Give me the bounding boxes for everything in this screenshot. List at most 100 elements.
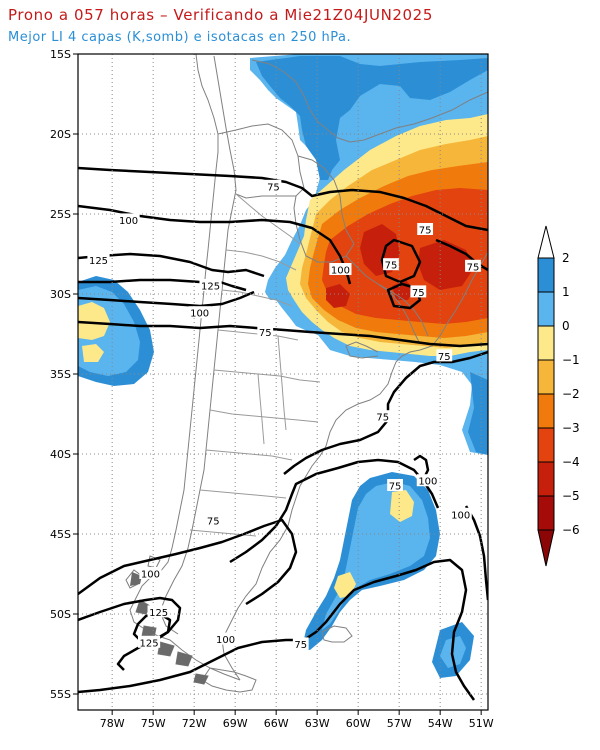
- colorbar-bin-0-1: [537, 291, 555, 327]
- rio-de-la-plata: [345, 341, 379, 359]
- isotach-label-bg: [436, 349, 453, 362]
- isotach-label: 75: [438, 352, 451, 363]
- tierra-del-fuego: [201, 667, 257, 693]
- malvinas-islands: [321, 625, 353, 643]
- colorbar-bin-m2-m1: [537, 359, 555, 395]
- colorbar-bottom-arrow: [537, 529, 555, 567]
- lat-tick-label: 30S: [50, 288, 71, 301]
- lat-tick-label: 20S: [50, 128, 71, 141]
- lon-tick-label: 54W: [428, 717, 453, 730]
- isotach-label-bg: [137, 635, 161, 648]
- colorbar-label: −1: [562, 353, 580, 367]
- isotach-label: 100: [190, 309, 209, 320]
- axis-ticks: 78W 75W 72W 69W 66W 63W 60W 57W 54W 51W 15S 20S 25S 3…: [50, 48, 494, 730]
- isotach-label-bg: [374, 410, 391, 423]
- colorbar-bin-m3-m2: [537, 393, 555, 429]
- isotach-label: 100: [451, 510, 470, 521]
- isotach-label: 100: [141, 570, 160, 581]
- bolivia-border: [217, 123, 305, 199]
- li-field-south-yellow: [390, 490, 414, 522]
- isotach-label-bg: [410, 285, 427, 298]
- plot-frame: [77, 53, 489, 711]
- isotach-label-bg: [205, 514, 222, 527]
- colorbar-bin-m6-m5: [537, 495, 555, 531]
- isotach-75-ring-a: [380, 238, 422, 284]
- isotach-label: 100: [418, 477, 437, 488]
- li-shading: [78, 54, 488, 678]
- colorbar-label: −6: [562, 523, 580, 537]
- isotach-label: 75: [385, 261, 398, 272]
- isotach-100-far-south: [78, 558, 476, 701]
- isotach-label: 125: [140, 638, 159, 649]
- isotach-100-east: [464, 505, 488, 601]
- isotach-label-bg: [257, 325, 274, 338]
- isotach-label-bg: [416, 474, 439, 487]
- isotach-label: 125: [149, 608, 168, 619]
- isotach-label: 75: [412, 288, 425, 299]
- plot-area: 75 100 125 125 100 75 100 75 75 75 75 75 75 100 75 100 7…: [78, 54, 488, 710]
- lon-tick-label: 78W: [100, 717, 125, 730]
- map-subtitle: Mejor LI 4 capas (K,somb) e isotacas en …: [8, 30, 352, 45]
- lon-tick-label: 72W: [182, 717, 207, 730]
- isotach-label-bg: [417, 223, 434, 235]
- isotach-label: 75: [267, 182, 280, 193]
- colorbar-bin-m5-m4: [537, 461, 555, 497]
- colorbar-bin-m4-m3: [537, 427, 555, 463]
- colorbar-label: 1: [562, 285, 570, 299]
- li-field-southeast-dark-blue: [468, 372, 488, 455]
- li-field-dark-red-c: [326, 284, 350, 308]
- lon-tick-label: 69W: [223, 717, 248, 730]
- lat-tick-label: 40S: [50, 448, 71, 461]
- isotach-label: 100: [331, 266, 350, 277]
- graticule: [78, 54, 488, 710]
- colorbar-label: −3: [562, 421, 580, 435]
- colorbar-label: −4: [562, 455, 580, 469]
- colorbar-bin-m1-0: [537, 325, 555, 361]
- li-field-northeast-dark-blue: [256, 56, 488, 180]
- isotach-label: 100: [216, 635, 235, 646]
- lat-tick-label: 50S: [50, 608, 71, 621]
- isotach-contours: [78, 166, 488, 701]
- lon-tick-label: 51W: [469, 717, 494, 730]
- isotach-label-bg: [329, 263, 352, 275]
- brazil-north-border: [251, 59, 488, 143]
- colorbar-label: 2: [562, 251, 570, 265]
- isotach-label-bg: [449, 507, 472, 520]
- lon-tick-label: 57W: [387, 717, 412, 730]
- isotach-label: 75: [389, 482, 402, 493]
- isotach-125-central: [78, 278, 247, 292]
- isotach-label: 75: [376, 413, 389, 424]
- li-field-west-yellow: [78, 302, 110, 340]
- lon-tick-label: 60W: [346, 717, 371, 730]
- isotach-label-bg: [87, 253, 110, 266]
- isotach-75-central: [78, 320, 488, 348]
- paraguay-border: [293, 155, 355, 263]
- isotach-label-bg: [117, 213, 140, 226]
- lat-tick-label: 35S: [50, 368, 71, 381]
- chilean-archipelago-fill: [130, 572, 208, 684]
- isotach-100-central: [78, 290, 255, 308]
- lat-tick-label: 15S: [50, 48, 71, 61]
- colorbar-label: −2: [562, 387, 580, 401]
- isotach-label-bg: [265, 179, 282, 192]
- li-field-red: [322, 188, 488, 324]
- isotach-label-bg: [147, 605, 170, 618]
- lat-tick-label: 25S: [50, 208, 71, 221]
- isotach-label-bg: [214, 632, 237, 645]
- colorbar-label: 0: [562, 319, 570, 333]
- isotach-label: 75: [207, 517, 220, 528]
- isotach-label: 75: [467, 262, 480, 273]
- isotach-75-ring-b: [386, 282, 422, 310]
- isotach-label: 125: [201, 282, 220, 293]
- isotach-75-north: [78, 166, 488, 232]
- isotach-label: 100: [119, 216, 138, 227]
- map-title: Prono a 057 horas – Verificando a Mie21Z…: [8, 6, 433, 24]
- isotach-label: 75: [419, 226, 432, 237]
- lat-tick-label: 45S: [50, 528, 71, 541]
- uruguay-border: [377, 283, 429, 337]
- isotach-label-bg: [383, 258, 399, 271]
- atlantic-coastline: [221, 251, 488, 681]
- li-field-dark-red-b: [418, 240, 474, 290]
- li-field-west-yellow-b: [82, 344, 104, 362]
